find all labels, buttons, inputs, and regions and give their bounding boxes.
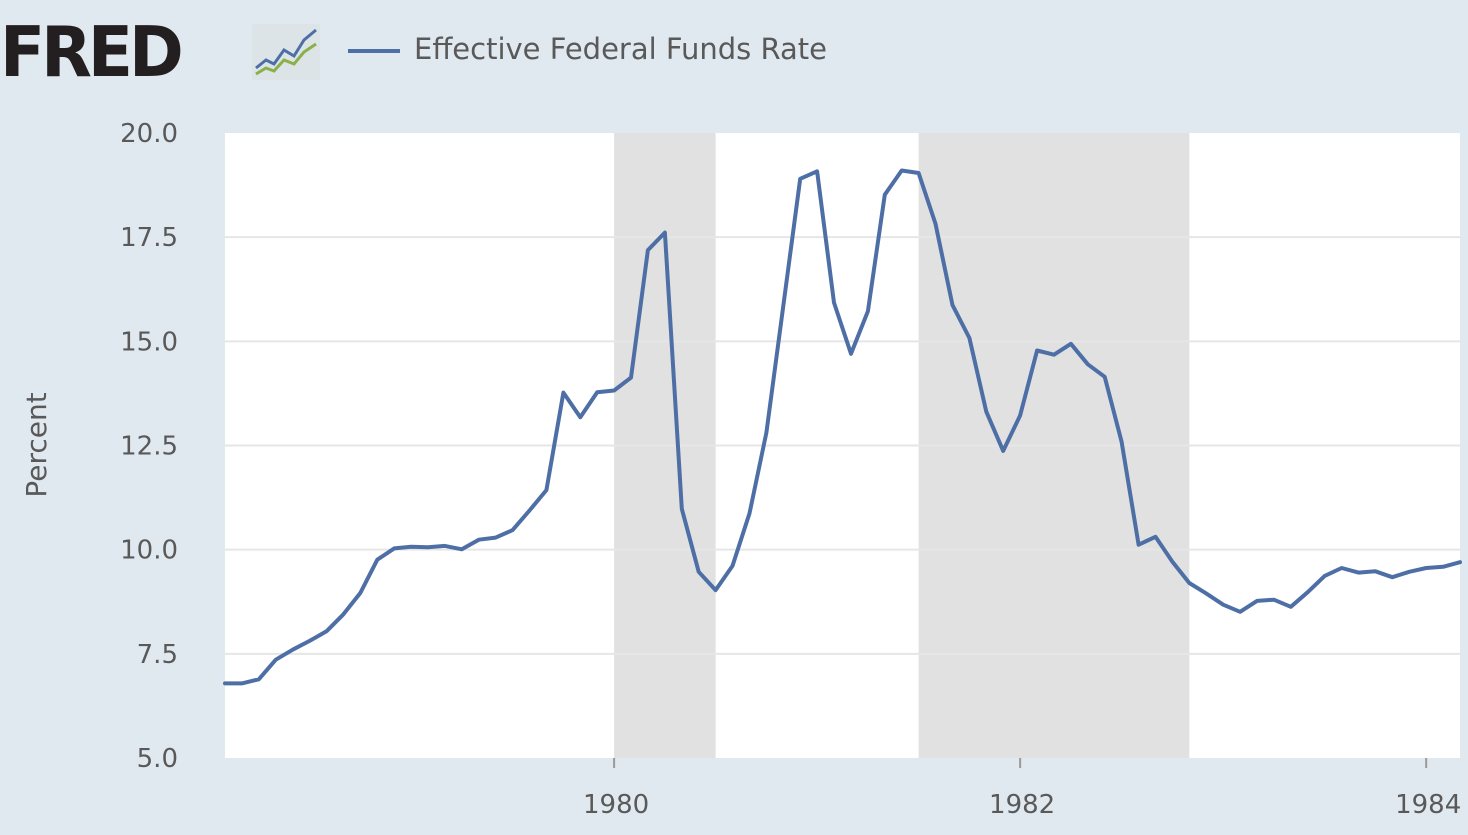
trend-lines-icon bbox=[252, 24, 320, 80]
y-tick-label: 10.0 bbox=[120, 536, 178, 566]
y-axis-ticks: 5.0 7.5 10.0 12.5 15.0 17.5 20.0 bbox=[120, 119, 178, 774]
series-lines bbox=[223, 168, 1462, 686]
y-tick-label: 7.5 bbox=[137, 640, 178, 670]
y-tick-label: 17.5 bbox=[120, 223, 178, 253]
y-tick-label: 15.0 bbox=[120, 327, 178, 357]
x-axis-ticks: 1980 1982 1984 bbox=[583, 758, 1461, 820]
x-tick-label: 1980 bbox=[583, 790, 649, 820]
y-axis-label: Percent bbox=[20, 392, 53, 497]
x-tick-label: 1982 bbox=[989, 790, 1055, 820]
header: FRED Effective Federal Funds Rate bbox=[0, 0, 1468, 110]
y-tick-label: 20.0 bbox=[120, 119, 178, 149]
gridlines bbox=[225, 236, 1460, 655]
legend-series-label: Effective Federal Funds Rate bbox=[414, 32, 827, 66]
fred-logo[interactable]: FRED bbox=[0, 12, 184, 93]
y-tick-label: 12.5 bbox=[120, 432, 178, 462]
series-line bbox=[223, 168, 1462, 686]
y-tick-label: 5.0 bbox=[137, 744, 178, 774]
x-tick-label: 1984 bbox=[1395, 790, 1461, 820]
legend-series-swatch bbox=[348, 49, 400, 53]
